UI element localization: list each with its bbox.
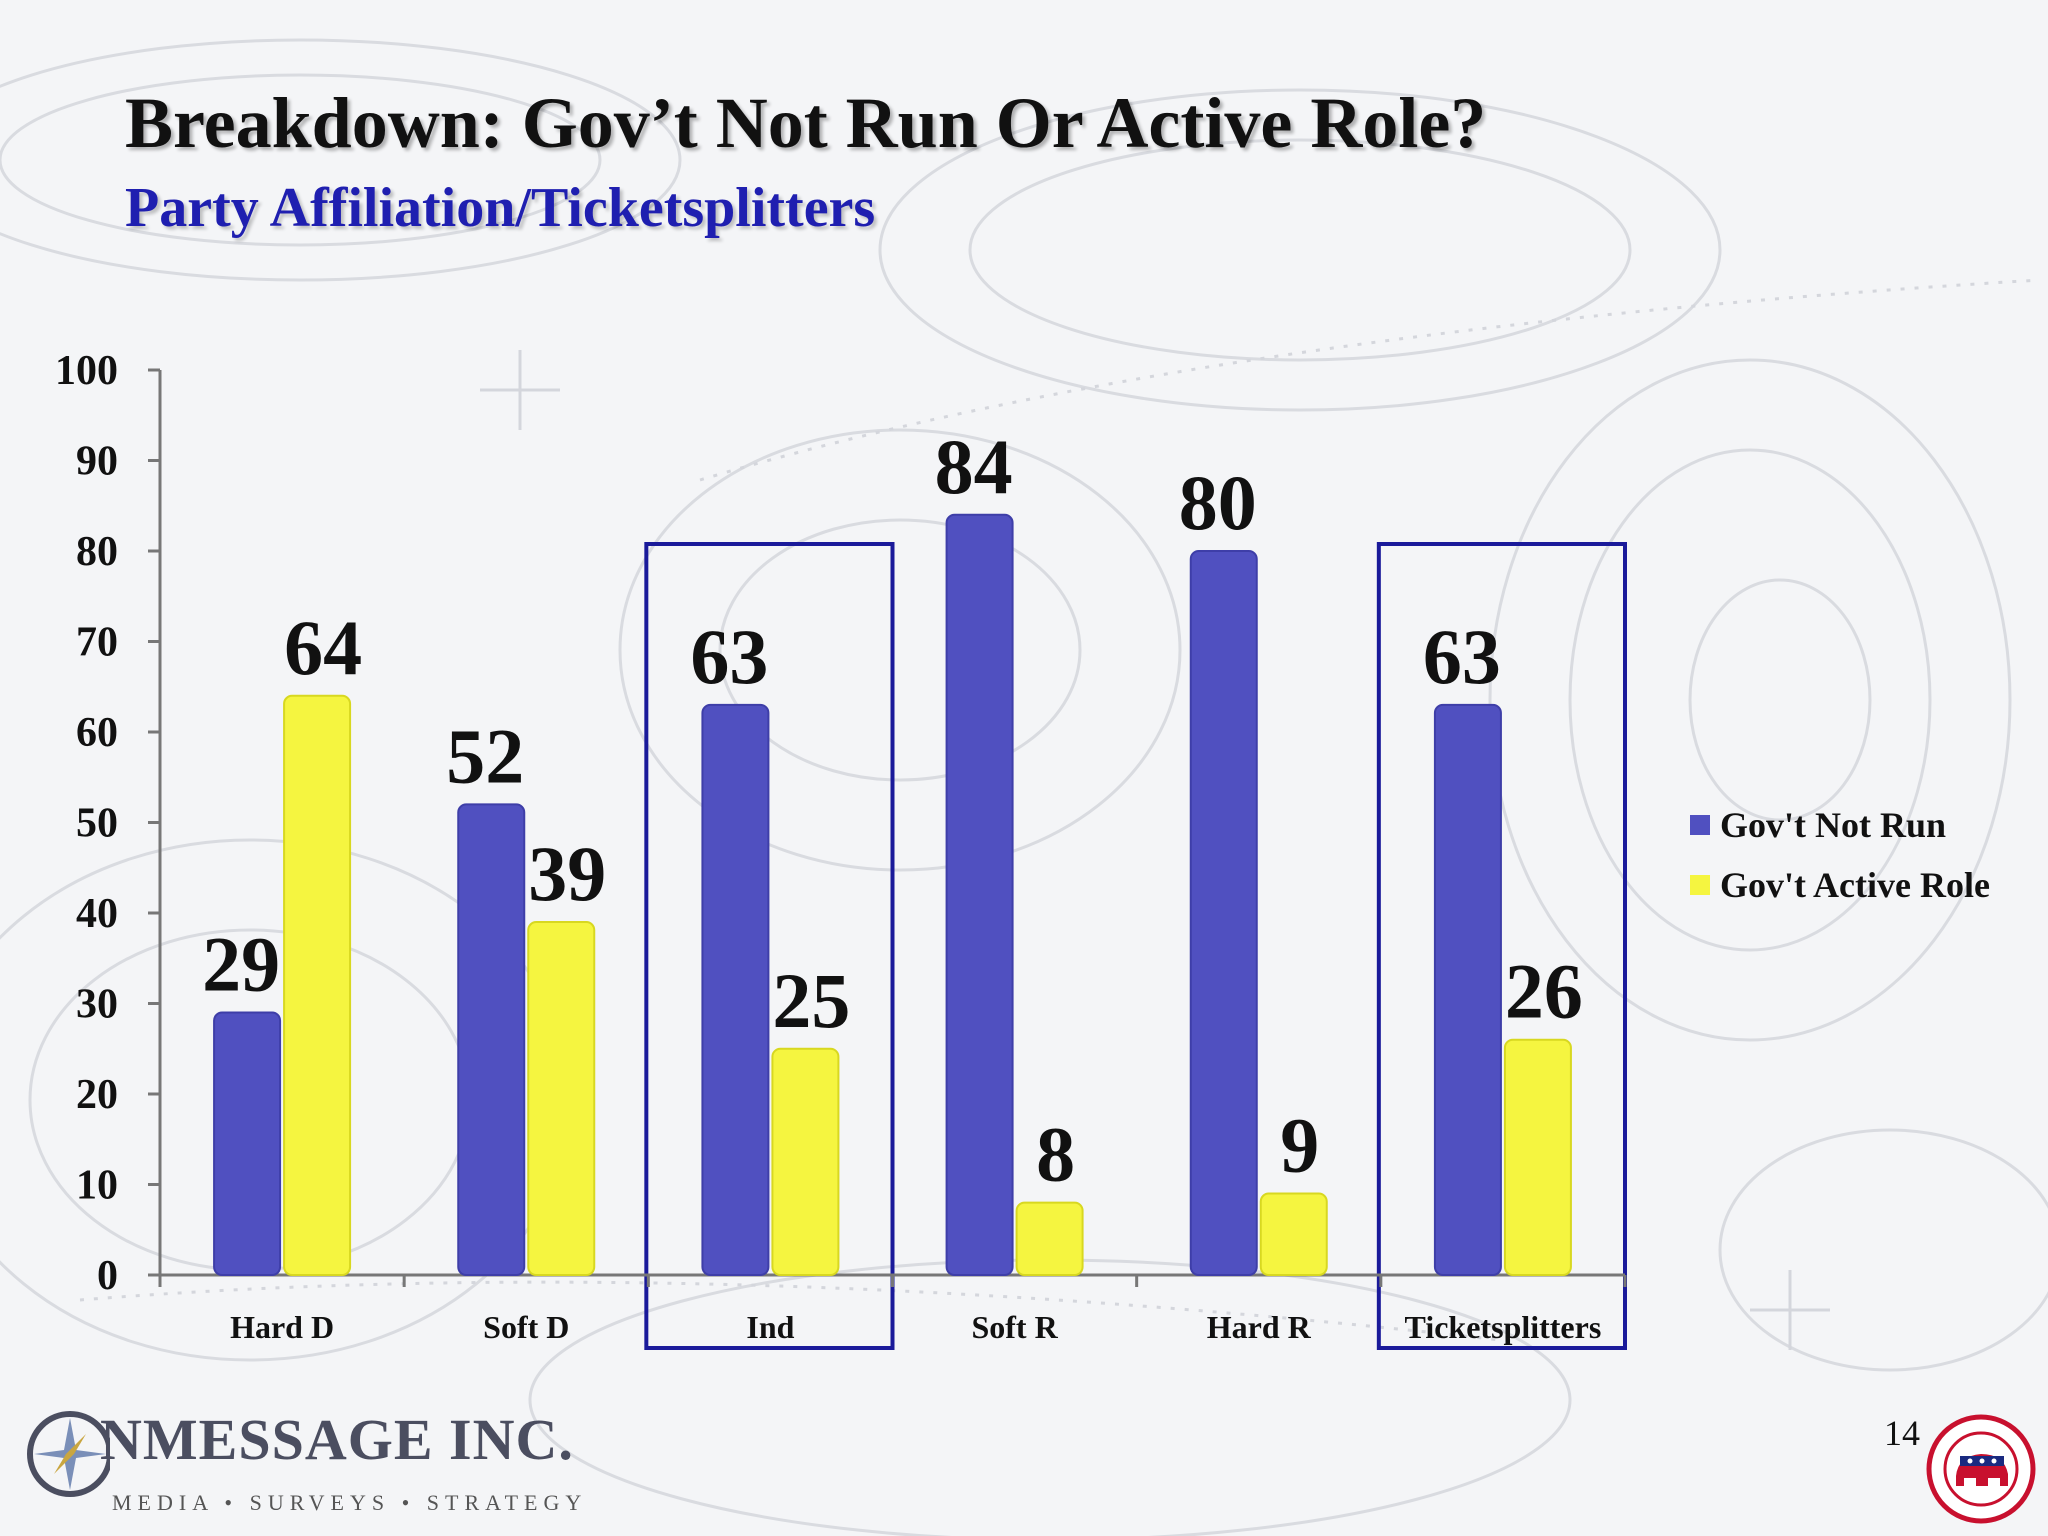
legend-swatch-gov-active-role bbox=[1690, 875, 1710, 895]
bar-gov-active-role bbox=[527, 921, 596, 1276]
y-tick-label: 0 bbox=[97, 1253, 118, 1299]
bar-gov-not-run bbox=[945, 513, 1014, 1276]
page-number: 14 bbox=[1884, 1413, 1920, 1453]
bar-gov-not-run bbox=[213, 1011, 282, 1276]
data-label: 64 bbox=[284, 604, 362, 691]
highlight-box-ticketsplitters bbox=[1376, 542, 1628, 1350]
data-label: 84 bbox=[935, 423, 1013, 510]
data-label: 29 bbox=[202, 921, 280, 1008]
legend-swatch-gov-not-run bbox=[1690, 815, 1710, 835]
bar-gov-active-role bbox=[283, 694, 352, 1276]
x-category-label: Hard D bbox=[230, 1309, 334, 1345]
data-label: 80 bbox=[1179, 459, 1257, 546]
data-label: 8 bbox=[1036, 1111, 1075, 1198]
onmessage-logo: NMESSAGE INC. MEDIA • SURVEYS • STRATEGY bbox=[20, 1400, 581, 1525]
y-tick-label: 30 bbox=[76, 982, 118, 1028]
bar-gov-not-run bbox=[457, 803, 526, 1277]
y-tick-label: 80 bbox=[76, 529, 118, 575]
y-tick-label: 100 bbox=[55, 348, 118, 394]
logo-tagline: MEDIA • SURVEYS • STRATEGY bbox=[112, 1490, 588, 1515]
bar-gov-active-role bbox=[1503, 1038, 1572, 1276]
bar-gov-active-role bbox=[1015, 1201, 1084, 1276]
data-label: 63 bbox=[1423, 613, 1501, 700]
bar-gov-not-run bbox=[701, 703, 770, 1276]
slide-subtitle: Party Affiliation/Ticketsplitters bbox=[125, 177, 876, 239]
y-tick-label: 60 bbox=[76, 710, 118, 756]
y-tick-label: 20 bbox=[76, 1072, 118, 1118]
bar-gov-not-run bbox=[1433, 703, 1502, 1276]
y-tick-label: 50 bbox=[76, 801, 118, 847]
y-tick-label: 70 bbox=[76, 620, 118, 666]
bar-gov-active-role bbox=[771, 1047, 840, 1276]
y-tick-label: 90 bbox=[76, 439, 118, 485]
data-label: 25 bbox=[772, 957, 850, 1044]
x-category-label: Soft D bbox=[483, 1309, 569, 1345]
y-tick-label: 40 bbox=[76, 891, 118, 937]
bar-gov-active-role bbox=[1259, 1192, 1328, 1277]
compass-icon bbox=[27, 1411, 110, 1497]
x-category-label: Soft R bbox=[971, 1309, 1058, 1345]
x-category-label: Ind bbox=[746, 1309, 794, 1345]
x-category-label: Hard R bbox=[1207, 1309, 1312, 1345]
legend-item-gov-active-role: Gov't Active Role bbox=[1690, 855, 1990, 915]
legend-item-gov-not-run: Gov't Not Run bbox=[1690, 795, 1990, 855]
logo-name: NMESSAGE INC. bbox=[100, 1407, 574, 1472]
highlight-box-ind bbox=[644, 542, 895, 1350]
legend-label-gov-active-role: Gov't Active Role bbox=[1720, 865, 1990, 905]
chart-legend: Gov't Not Run Gov't Active Role bbox=[1690, 795, 1990, 915]
data-label: 39 bbox=[528, 830, 606, 917]
slide-title: Breakdown: Gov’t Not Run Or Active Role? bbox=[125, 83, 1487, 163]
bar-gov-not-run bbox=[1189, 550, 1258, 1276]
rnc-seal-icon bbox=[1926, 1414, 2036, 1524]
data-label: 63 bbox=[690, 613, 768, 700]
y-tick-label: 10 bbox=[76, 1163, 118, 1209]
data-label: 9 bbox=[1280, 1102, 1319, 1189]
data-label: 52 bbox=[446, 712, 524, 799]
data-label: 26 bbox=[1505, 948, 1583, 1035]
x-category-label: Ticketsplitters bbox=[1405, 1309, 1602, 1345]
legend-label-gov-not-run: Gov't Not Run bbox=[1720, 805, 1947, 845]
